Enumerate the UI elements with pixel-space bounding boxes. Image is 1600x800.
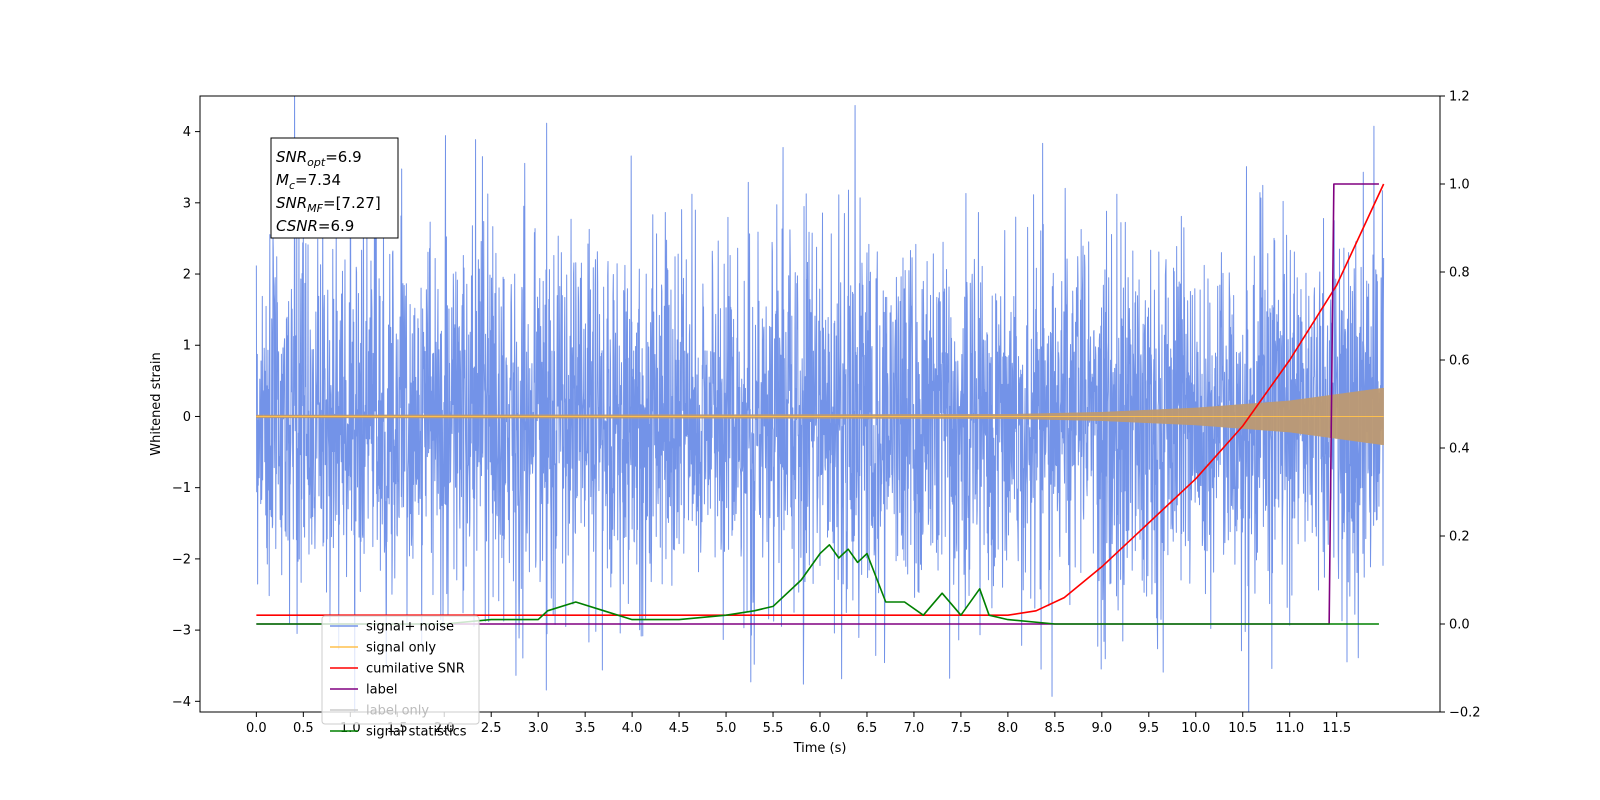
- x-tick-label: 11.0: [1275, 721, 1304, 736]
- y-axis-label: Whitened strain: [149, 352, 164, 455]
- series-signal-statistics: [256, 544, 1379, 625]
- annotation-subscript: MF: [307, 202, 323, 215]
- y-tick-label: 0: [183, 410, 191, 425]
- annotation-value: =6.9: [325, 148, 361, 166]
- legend-label: signal statistics: [366, 725, 467, 740]
- y-tick-label: 3: [183, 196, 191, 211]
- annotation-symbol: SNR: [276, 148, 307, 166]
- y2-tick-label: 0.6: [1449, 354, 1470, 369]
- x-axis: 0.0 0.5 1.0 1.5 2.0 2.5 3.0 3.5 4.0 4.5 5.0 5.5 6.0 6…: [246, 712, 1351, 736]
- legend-label: signal only: [366, 641, 436, 656]
- x-tick-label: 7.5: [951, 721, 972, 736]
- annotation-value: =[7.27]: [323, 194, 381, 212]
- annotation-value: =7.34: [295, 171, 341, 189]
- annotation-line: SNRMF=[7.27]: [276, 194, 381, 215]
- x-tick-label: 1.0: [340, 721, 361, 736]
- x-tick-label: 4.0: [622, 721, 643, 736]
- y2-tick-label: 1.2: [1449, 90, 1470, 105]
- x-tick-label: 5.5: [763, 721, 784, 736]
- y-tick-label: 4: [183, 125, 191, 140]
- series-cumilative-snr: [256, 183, 1385, 616]
- x-tick-label: 0.0: [246, 721, 267, 736]
- annotation-subscript: c: [289, 179, 295, 192]
- y-axis: 4 3 2 1 0 −1 −2 −3 −4: [172, 125, 200, 710]
- x-tick-label: 3.0: [528, 721, 549, 736]
- legend-label: label only: [366, 704, 429, 719]
- x-tick-label: 6.5: [857, 721, 878, 736]
- y-tick-label: −2: [172, 552, 191, 567]
- annotation-line: CSNR=6.9: [276, 217, 354, 235]
- x-tick-label: 4.5: [669, 721, 690, 736]
- y-tick-label: −1: [172, 481, 191, 496]
- y2-tick-label: −0.2: [1449, 706, 1481, 721]
- x-tick-label: 11.5: [1322, 721, 1351, 736]
- series-label: [256, 183, 1379, 625]
- annotation-line: Mc=7.34: [276, 171, 341, 192]
- x-tick-label: 9.5: [1138, 721, 1159, 736]
- x-axis-label: Time (s): [793, 741, 847, 756]
- x-tick-label: 9.0: [1091, 721, 1112, 736]
- annotation-subscript: opt: [307, 156, 326, 169]
- x-tick-label: 0.5: [293, 721, 314, 736]
- annotation-value: =6.9: [318, 217, 354, 235]
- annotation-symbol: CSNR: [276, 217, 318, 235]
- series-layer: [255, 96, 1385, 712]
- x-tick-label: 7.0: [904, 721, 925, 736]
- x-tick-label: 10.0: [1181, 721, 1210, 736]
- y-tick-label: 2: [183, 268, 191, 283]
- x-tick-label: 1.5: [387, 721, 408, 736]
- x-tick-label: 2.0: [434, 721, 455, 736]
- legend-label: label: [366, 683, 397, 698]
- x-tick-label: 6.0: [810, 721, 831, 736]
- annotation-line: SNRopt=6.9: [276, 148, 362, 169]
- y2-tick-label: 0.0: [1449, 618, 1470, 633]
- y2-tick-label: 0.4: [1449, 442, 1470, 457]
- x-tick-label: 2.5: [481, 721, 502, 736]
- y-tick-label: 1: [183, 339, 191, 354]
- x-tick-label: 8.5: [1045, 721, 1066, 736]
- legend-frame: [321, 615, 480, 725]
- legend: signal+ noise signal only cumilative SNR la…: [321, 615, 480, 740]
- x-tick-label: 5.0: [716, 721, 737, 736]
- y-tick-label: −3: [172, 624, 191, 639]
- legend-label: signal+ noise: [366, 620, 454, 635]
- x-tick-label: 10.5: [1228, 721, 1257, 736]
- y2-tick-label: 1.0: [1449, 178, 1470, 193]
- series-signal-noise: [255, 96, 1385, 712]
- annotation-frame: [270, 137, 399, 239]
- x-tick-label: 3.5: [575, 721, 596, 736]
- annotation-symbol: SNR: [276, 194, 307, 212]
- y2-axis: 1.2 1.0 0.8 0.6 0.4 0.2 0.0 −0.2: [1440, 90, 1481, 721]
- y-tick-label: −4: [172, 695, 191, 710]
- y2-tick-label: 0.2: [1449, 530, 1470, 545]
- annotation-symbol: M: [276, 171, 289, 189]
- legend-label: cumilative SNR: [366, 662, 465, 677]
- y2-tick-label: 0.8: [1449, 266, 1470, 281]
- x-tick-label: 8.0: [998, 721, 1019, 736]
